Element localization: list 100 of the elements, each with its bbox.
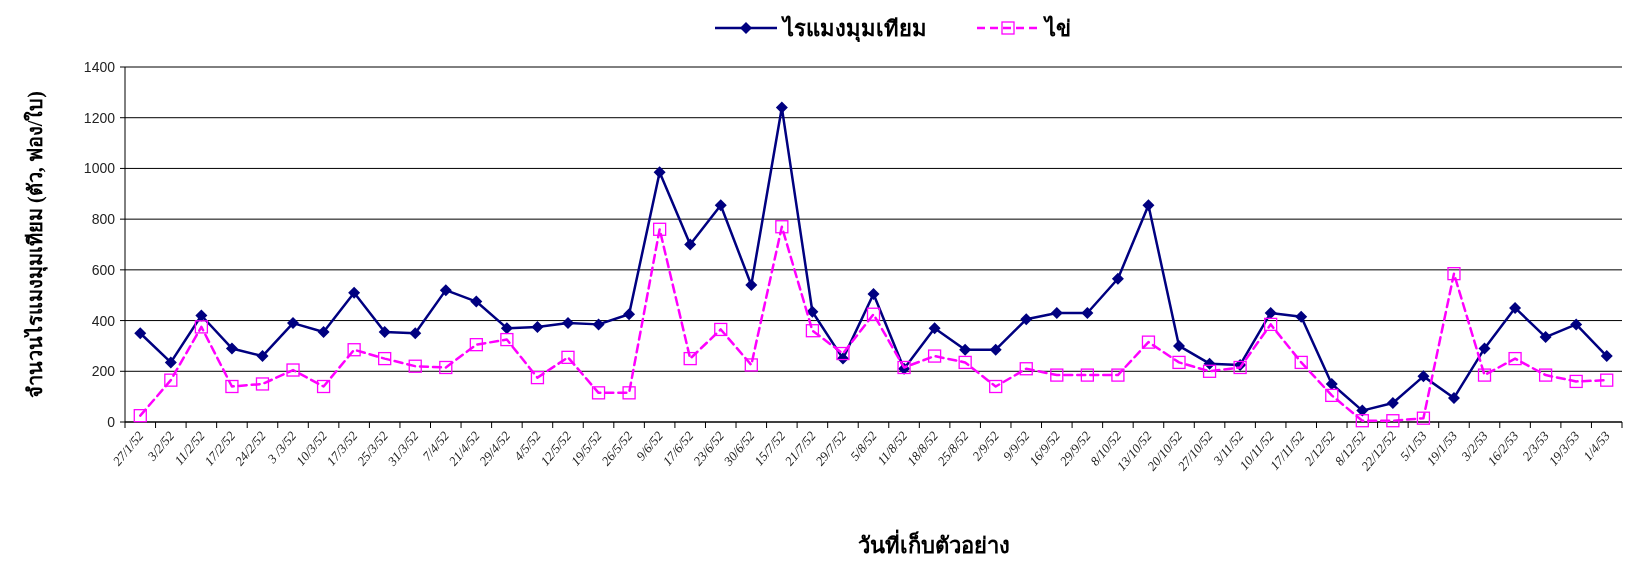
point	[561, 317, 574, 330]
legend-label: ไข่	[1043, 15, 1071, 41]
point	[347, 343, 361, 357]
point	[1141, 335, 1156, 349]
point	[866, 307, 881, 321]
point	[805, 324, 820, 338]
point	[470, 295, 483, 308]
legend-label: ไรแมงมุมเทียม	[781, 15, 927, 43]
point	[255, 377, 270, 391]
y-tick-label: 1200	[83, 109, 116, 126]
point	[959, 343, 972, 356]
point	[1355, 414, 1369, 428]
y-tick-label: 0	[107, 414, 116, 430]
point	[1447, 391, 1460, 404]
point	[256, 350, 269, 363]
point	[1447, 267, 1461, 281]
x-axis-title: วันที่เก็บตัวอย่าง	[857, 529, 1010, 558]
point	[1081, 306, 1094, 319]
point	[1417, 370, 1430, 383]
point	[408, 359, 422, 373]
point	[989, 379, 1003, 394]
point	[1294, 355, 1308, 370]
point	[714, 199, 727, 212]
point	[1386, 414, 1400, 428]
point	[1600, 350, 1613, 363]
point	[1539, 331, 1552, 344]
point	[1386, 396, 1399, 409]
point	[1416, 411, 1431, 425]
point	[745, 279, 758, 292]
point	[1477, 368, 1492, 382]
point	[286, 363, 300, 377]
point	[1111, 272, 1124, 285]
point	[1020, 313, 1033, 326]
point	[684, 238, 697, 251]
point	[622, 386, 636, 400]
point	[439, 284, 452, 297]
point	[164, 356, 177, 369]
point	[439, 360, 453, 375]
point	[1325, 377, 1338, 390]
point	[1538, 368, 1553, 382]
y-tick-label: 1400	[83, 59, 116, 75]
point	[225, 379, 239, 394]
point	[958, 355, 972, 370]
y-tick-label: 800	[91, 211, 116, 228]
point	[1050, 306, 1063, 319]
point	[836, 346, 850, 361]
point	[1570, 318, 1583, 331]
point	[989, 343, 1002, 356]
point	[1173, 339, 1186, 352]
point	[287, 317, 300, 330]
point	[1569, 374, 1583, 389]
point	[1111, 368, 1125, 382]
point	[409, 327, 422, 340]
point	[1325, 388, 1339, 403]
point	[164, 373, 178, 387]
point	[378, 351, 392, 366]
point	[1478, 342, 1491, 355]
point	[1295, 310, 1308, 323]
point	[652, 222, 667, 236]
y-tick-label: 1000	[83, 160, 116, 177]
point	[592, 318, 605, 331]
point	[775, 220, 789, 234]
point	[1509, 301, 1522, 314]
point	[500, 322, 513, 335]
point	[1172, 355, 1186, 370]
point	[134, 327, 147, 340]
point	[928, 322, 941, 335]
point	[348, 286, 361, 299]
point	[317, 325, 330, 338]
point	[500, 332, 514, 347]
point	[531, 320, 544, 333]
point	[683, 351, 697, 366]
point	[225, 342, 238, 355]
point	[1600, 373, 1614, 387]
point	[653, 166, 666, 179]
point	[1508, 351, 1522, 366]
point	[133, 409, 147, 423]
point	[744, 358, 758, 372]
point	[1142, 199, 1155, 212]
y-tick-label: 600	[91, 261, 116, 278]
point	[1080, 368, 1095, 382]
point	[1356, 404, 1369, 417]
point	[927, 349, 942, 363]
point	[1264, 306, 1277, 319]
point	[1050, 368, 1064, 382]
point	[623, 308, 636, 321]
point	[378, 325, 391, 338]
point	[195, 309, 208, 322]
point	[469, 338, 483, 352]
y-tick-label: 200	[91, 363, 116, 380]
point	[316, 379, 331, 394]
point	[1019, 362, 1033, 376]
point	[1233, 360, 1247, 375]
point	[714, 322, 728, 337]
point	[867, 287, 880, 300]
point	[1202, 364, 1217, 378]
point	[530, 370, 545, 385]
y-tick-label: 400	[91, 312, 116, 329]
y-axis-title: จำนวนไรแมงมุมเทียม (ตัว, ฟอง/ใบ)	[23, 91, 48, 398]
point	[591, 386, 606, 400]
